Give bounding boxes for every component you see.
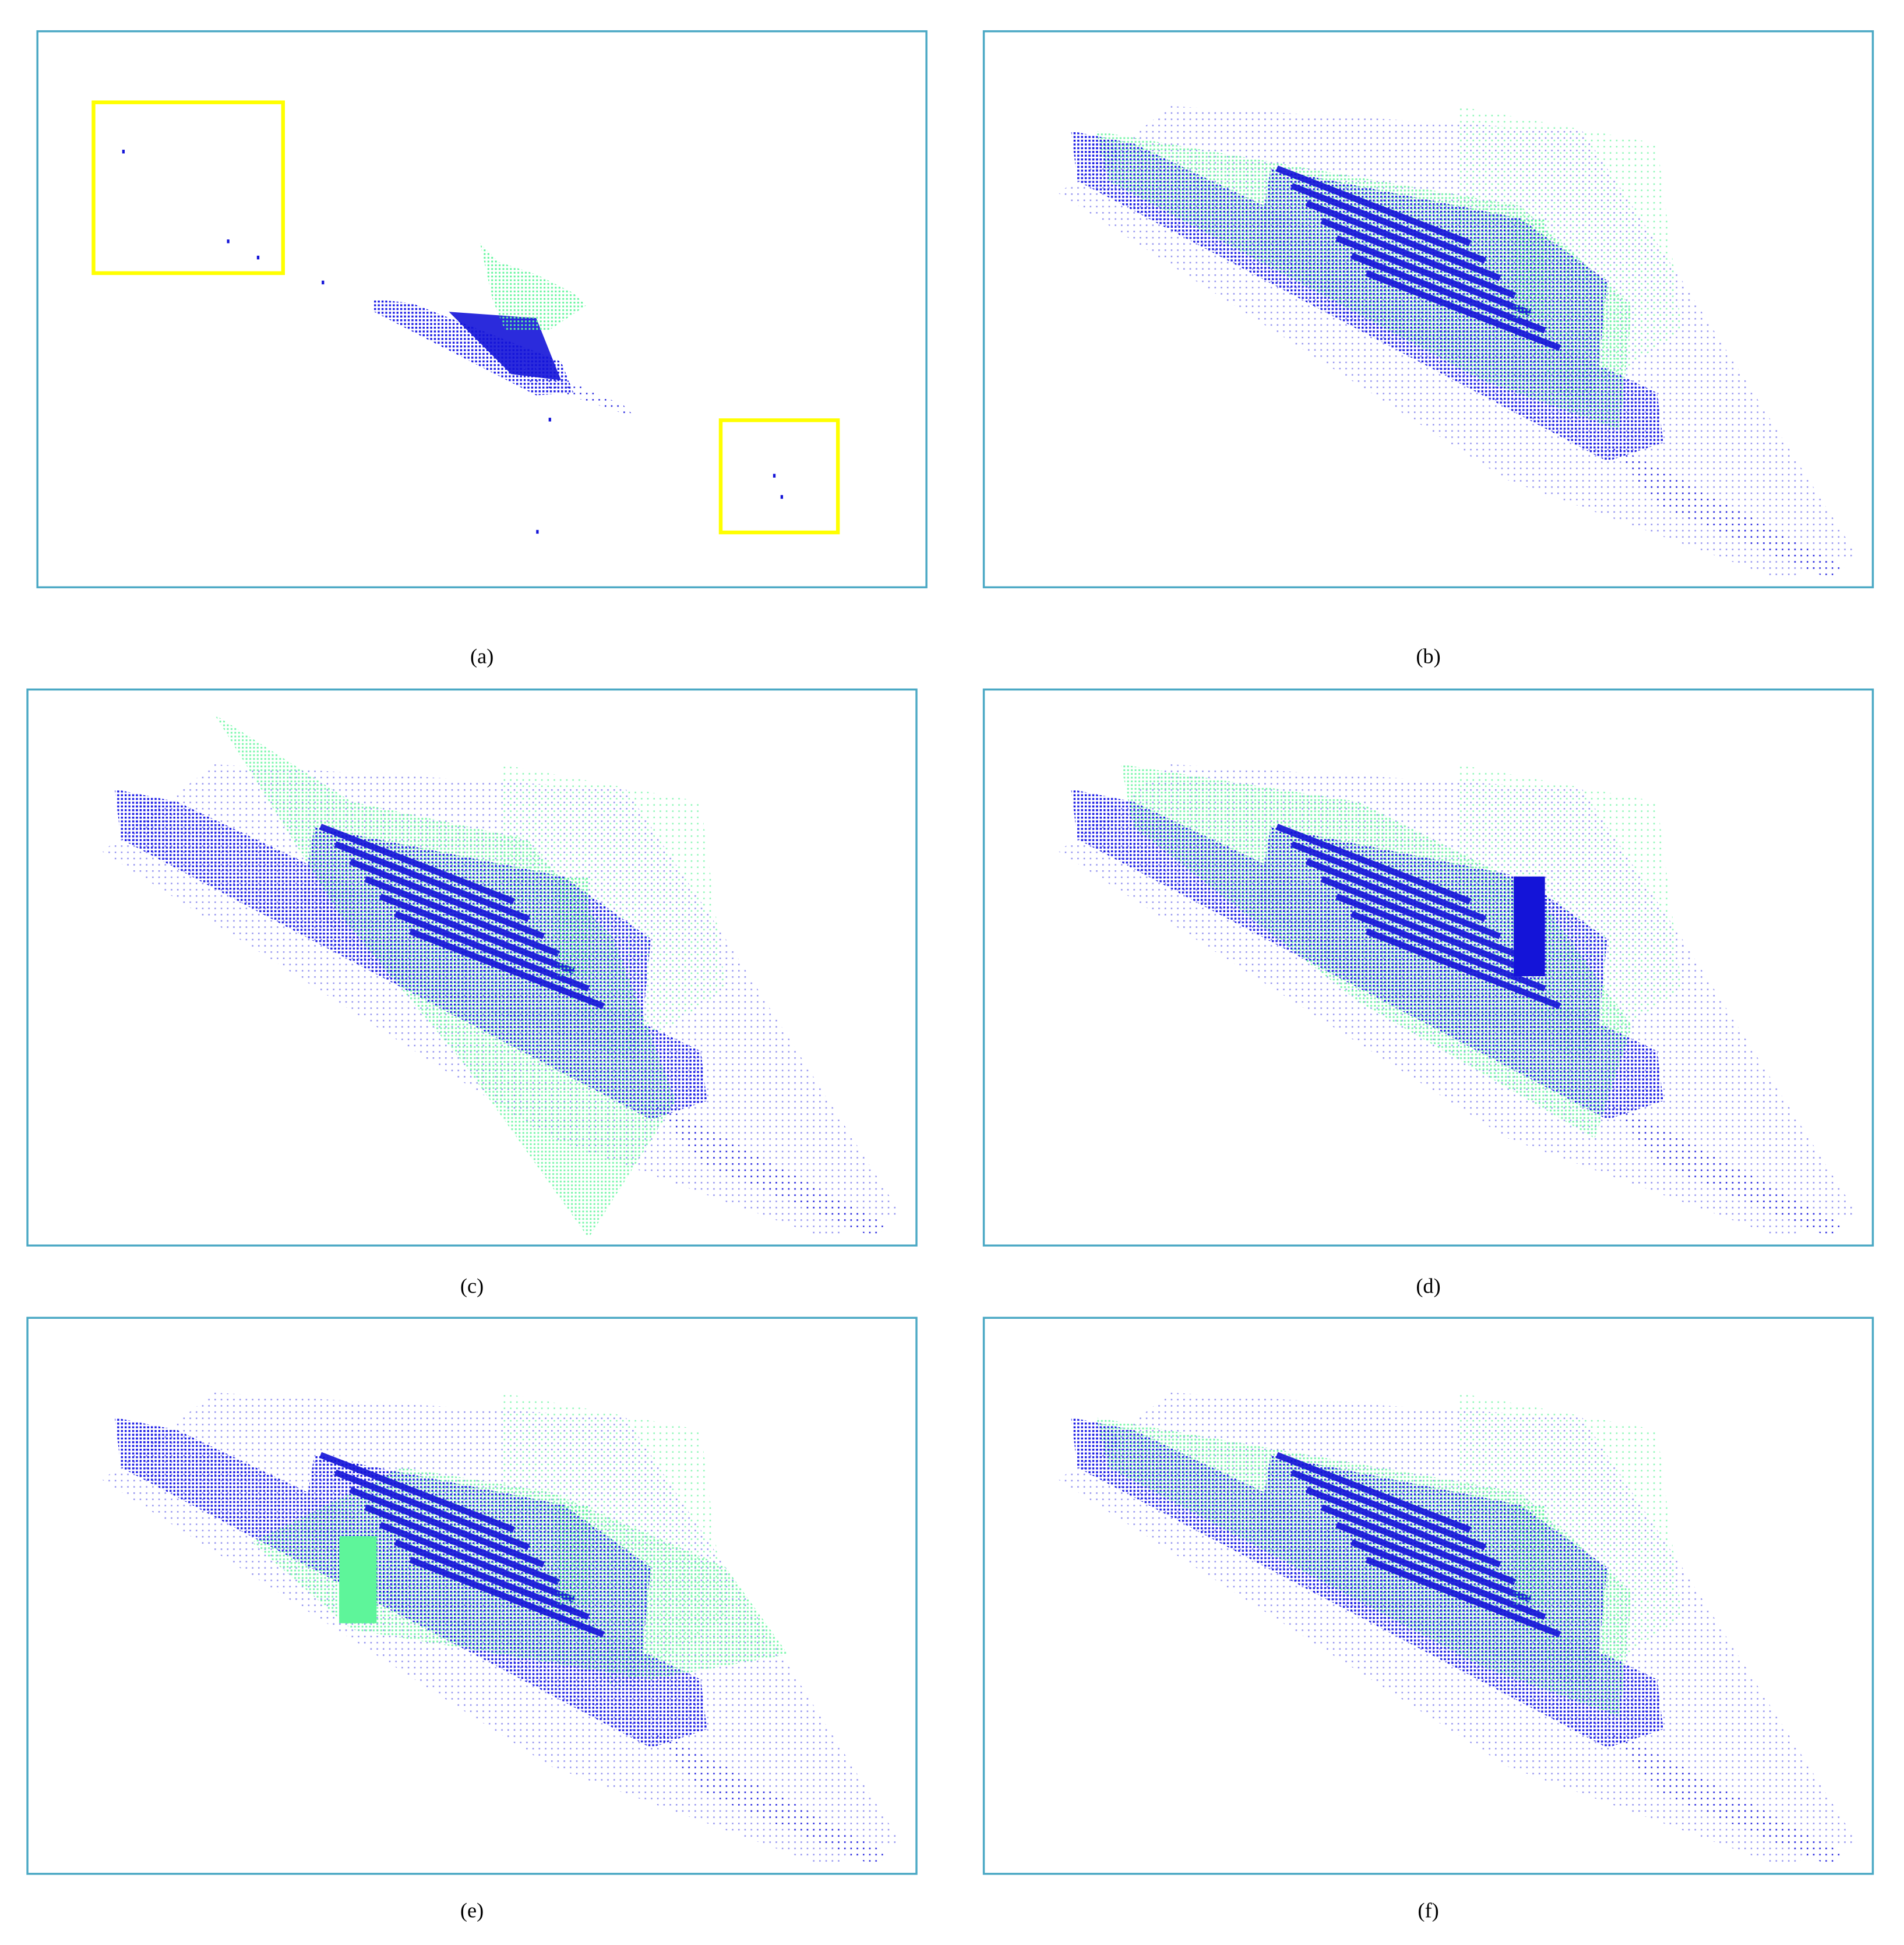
point-cluster	[1087, 141, 1117, 171]
roof-stripe	[1320, 1504, 1517, 1586]
point-cluster	[131, 1427, 161, 1458]
point-cloud-tail	[1607, 442, 1845, 580]
panel-content	[983, 1318, 1873, 1874]
roof-stripe	[334, 1469, 530, 1551]
highlight-box	[718, 418, 840, 535]
panel-background	[37, 31, 927, 588]
panel-frame	[26, 1316, 918, 1875]
panel-content	[27, 689, 917, 1246]
roof-stripe	[1291, 1469, 1486, 1551]
roof-stripe	[1350, 1539, 1546, 1620]
wall-block	[1514, 1505, 1545, 1605]
point	[122, 150, 125, 154]
wall-block	[1514, 218, 1545, 318]
roof-stripe	[1305, 859, 1501, 940]
point-cloud-overlay	[214, 714, 676, 1238]
panel-frame	[982, 30, 1874, 588]
roof-stripe	[1335, 1522, 1531, 1602]
roof-stripe	[349, 859, 545, 940]
roof-stripe	[319, 824, 515, 905]
roof-stripe	[379, 1522, 575, 1602]
roof-stripe	[1350, 252, 1546, 334]
wall-block	[1514, 876, 1545, 976]
point-cloud-sparse	[511, 355, 636, 418]
roof-stripe	[364, 1504, 560, 1586]
wall-block	[557, 876, 589, 976]
roof-stripe	[334, 841, 530, 922]
roof-stripe	[379, 893, 575, 975]
point-cloud-tail	[651, 1729, 888, 1866]
roof-stripe	[1305, 1487, 1501, 1568]
panel-content	[37, 31, 927, 588]
panel-label: (e)	[460, 1899, 484, 1922]
roof-stripe	[349, 1487, 545, 1568]
wall-block	[339, 1535, 377, 1623]
point-cloud-overlay	[1096, 1417, 1632, 1717]
roof-stripe	[1275, 824, 1472, 905]
roof-stripe	[1365, 928, 1561, 1009]
highlight-box	[91, 100, 285, 276]
point-cloud-tail	[1607, 1100, 1845, 1238]
roof-stripe	[394, 910, 590, 992]
panel-content	[27, 1318, 917, 1874]
point-cluster	[1087, 799, 1117, 829]
panel-content	[983, 31, 1873, 588]
point-cloud-overlay	[1120, 764, 1632, 1139]
panel-frame	[26, 688, 918, 1247]
roof-stripe	[1320, 876, 1517, 957]
panel-frame	[982, 688, 1874, 1247]
panel	[982, 688, 1874, 1247]
wall-block	[557, 1505, 589, 1605]
point-cloud-overlay	[252, 1467, 788, 1679]
panel	[982, 1316, 1874, 1875]
point	[227, 239, 230, 243]
panel-label: (b)	[1416, 645, 1440, 668]
roof-stripe	[364, 876, 560, 957]
roof-stripe	[1305, 200, 1501, 281]
panel	[26, 1316, 918, 1875]
roof-stripe	[1275, 1452, 1472, 1533]
roof-stripe	[1350, 910, 1546, 992]
point-cloud-overlay	[479, 243, 586, 331]
roof-stripe	[1275, 165, 1472, 246]
roof-stripe	[1291, 183, 1486, 264]
roof-stripe	[409, 1556, 605, 1637]
roof-stripe	[1365, 270, 1561, 351]
panel-frame	[982, 1316, 1874, 1875]
point	[773, 474, 776, 478]
point-cloud-tail	[1607, 1729, 1845, 1866]
point	[548, 418, 551, 422]
roof-stripe	[1291, 841, 1486, 922]
point	[780, 495, 784, 499]
point-cluster	[1087, 1427, 1117, 1458]
roof-stripe	[1335, 235, 1531, 316]
panel	[26, 688, 918, 1247]
point	[322, 280, 325, 285]
panel-label: (a)	[470, 645, 493, 668]
point-cloud-tail	[651, 1100, 888, 1238]
panel-frame	[36, 30, 928, 588]
point-cluster	[131, 799, 161, 829]
panel-label: (f)	[1418, 1899, 1438, 1922]
point	[256, 255, 260, 260]
panel	[982, 30, 1874, 588]
panel-label: (c)	[460, 1274, 484, 1297]
point	[536, 530, 539, 534]
roof-stripe	[1320, 218, 1517, 299]
roof-stripe	[319, 1452, 515, 1533]
roof-stripe	[394, 1539, 590, 1620]
panel-label: (d)	[1416, 1274, 1440, 1297]
point-cloud-overlay	[1096, 130, 1632, 430]
roof-stripe	[1335, 893, 1531, 975]
roof-stripe	[1365, 1556, 1561, 1637]
panel-content	[983, 689, 1873, 1246]
panel	[36, 30, 928, 588]
roof-stripe	[409, 928, 605, 1009]
